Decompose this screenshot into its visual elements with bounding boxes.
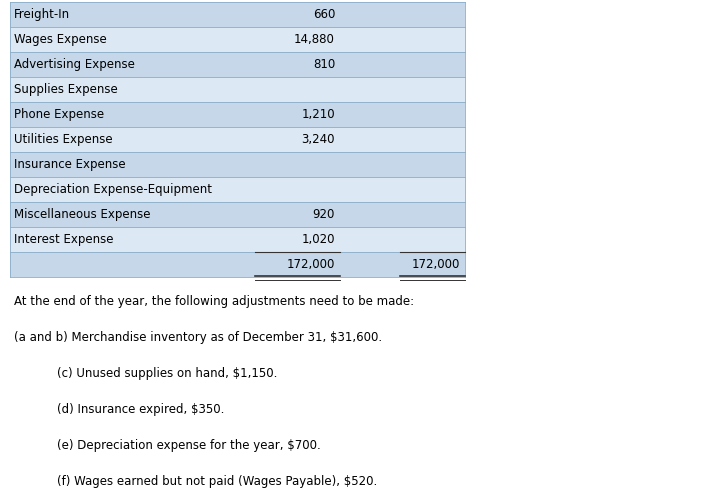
Text: Supplies Expense: Supplies Expense: [14, 83, 118, 96]
Text: Phone Expense: Phone Expense: [14, 108, 104, 121]
Text: 920: 920: [313, 208, 335, 221]
Bar: [10, 152, 465, 177]
Bar: [10, 252, 465, 277]
Text: 172,000: 172,000: [412, 258, 460, 271]
Text: Advertising Expense: Advertising Expense: [14, 58, 135, 71]
Bar: [10, 102, 465, 127]
Text: (c) Unused supplies on hand, $1,150.: (c) Unused supplies on hand, $1,150.: [57, 367, 278, 380]
Text: (f) Wages earned but not paid (Wages Payable), $520.: (f) Wages earned but not paid (Wages Pay…: [57, 475, 378, 488]
Text: Depreciation Expense-Equipment: Depreciation Expense-Equipment: [14, 183, 212, 196]
Bar: [10, 2, 465, 27]
Text: 3,240: 3,240: [302, 133, 335, 146]
Bar: [10, 227, 465, 252]
Text: 14,880: 14,880: [294, 33, 335, 46]
Text: Insurance Expense: Insurance Expense: [14, 158, 126, 171]
Text: Utilities Expense: Utilities Expense: [14, 133, 113, 146]
Text: 1,020: 1,020: [302, 233, 335, 246]
Text: (a and b) Merchandise inventory as of December 31, $31,600.: (a and b) Merchandise inventory as of De…: [14, 331, 382, 344]
Bar: [10, 177, 465, 202]
Bar: [10, 202, 465, 227]
Text: At the end of the year, the following adjustments need to be made:: At the end of the year, the following ad…: [14, 295, 414, 308]
Text: (d) Insurance expired, $350.: (d) Insurance expired, $350.: [57, 403, 225, 416]
Bar: [10, 52, 465, 77]
Text: 172,000: 172,000: [287, 258, 335, 271]
Text: 810: 810: [313, 58, 335, 71]
Text: Freight-In: Freight-In: [14, 8, 70, 21]
Text: 1,210: 1,210: [301, 108, 335, 121]
Text: Miscellaneous Expense: Miscellaneous Expense: [14, 208, 150, 221]
Bar: [10, 127, 465, 152]
Text: Interest Expense: Interest Expense: [14, 233, 113, 246]
Text: (e) Depreciation expense for the year, $700.: (e) Depreciation expense for the year, $…: [57, 439, 321, 452]
Text: Wages Expense: Wages Expense: [14, 33, 107, 46]
Text: 660: 660: [313, 8, 335, 21]
Bar: [10, 27, 465, 52]
Bar: [10, 77, 465, 102]
